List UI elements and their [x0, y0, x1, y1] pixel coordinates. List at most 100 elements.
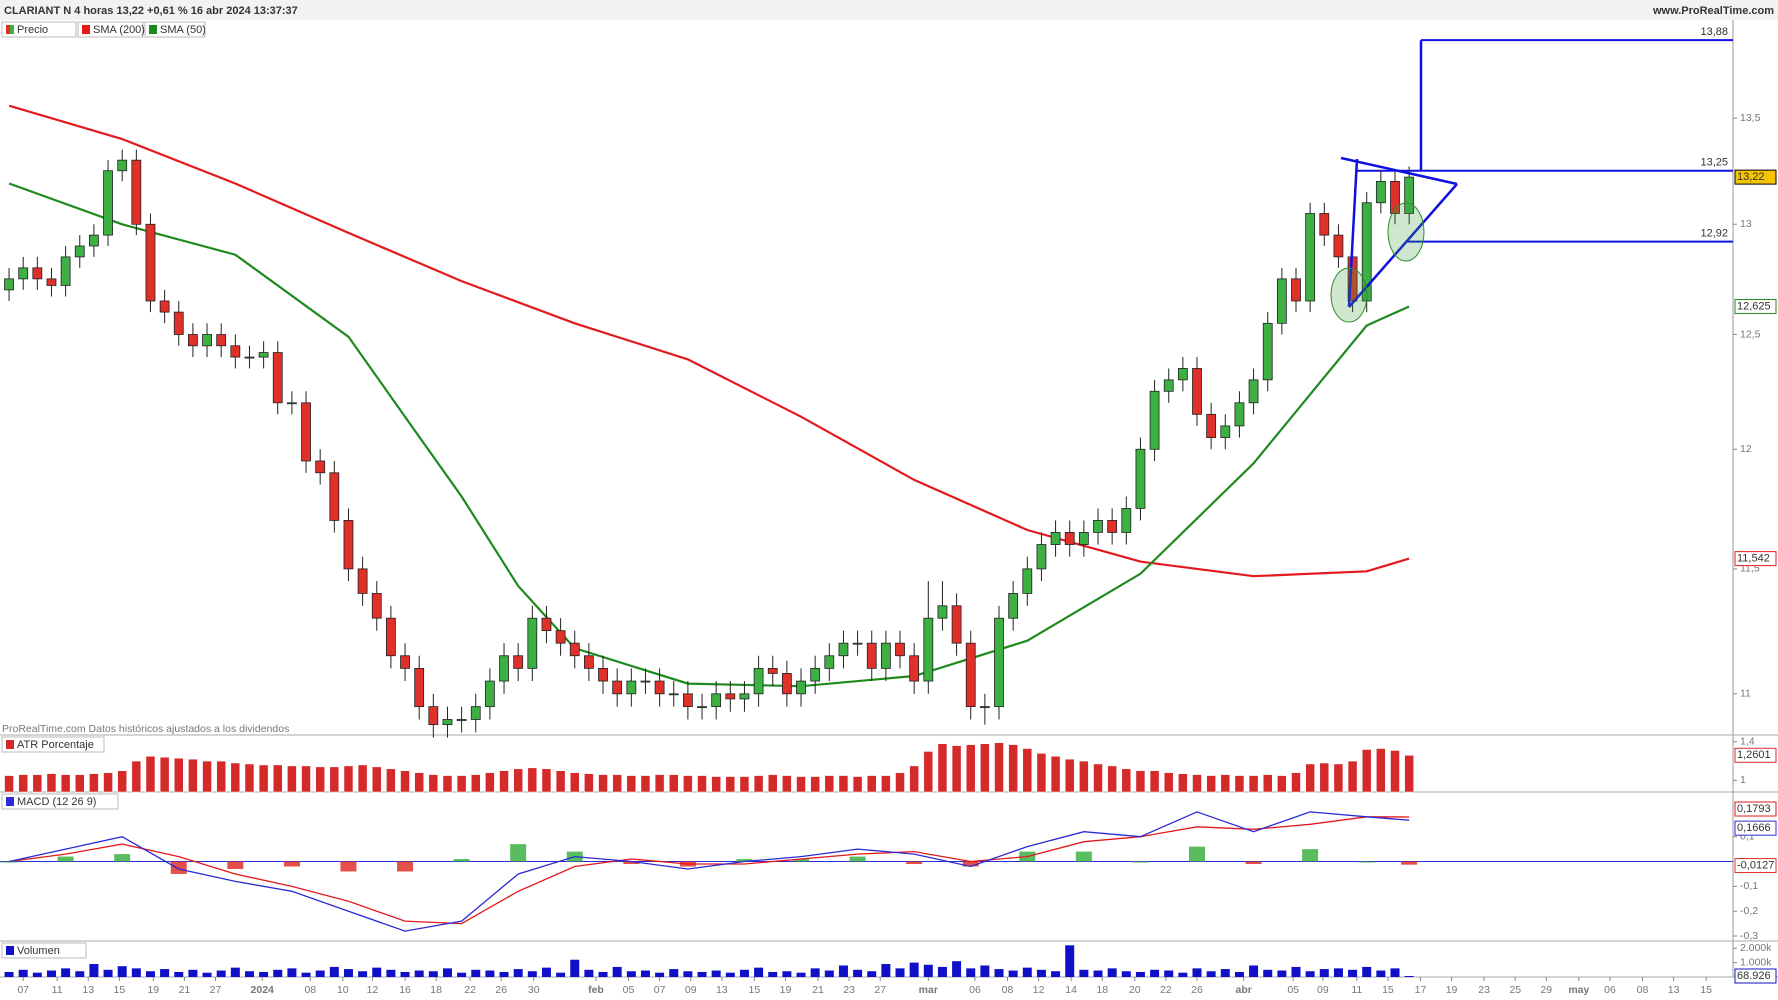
bar — [654, 774, 665, 793]
candle-body — [979, 706, 990, 709]
bar — [1093, 763, 1103, 793]
bar — [343, 969, 353, 977]
candle-body — [159, 300, 170, 313]
candle-body — [513, 655, 524, 669]
candle-body — [654, 680, 665, 695]
bar — [584, 773, 594, 793]
candle-body — [343, 520, 354, 570]
level-label: 12,92 — [1700, 228, 1728, 240]
x-tick-label: 20 — [1129, 984, 1141, 996]
bar — [867, 971, 877, 977]
candle-body — [1192, 368, 1202, 415]
bar — [1135, 770, 1146, 793]
bar — [725, 776, 736, 793]
candle-body — [1305, 213, 1316, 302]
bar — [881, 964, 891, 977]
candle-body — [895, 642, 905, 657]
bar — [937, 966, 947, 977]
bar — [612, 774, 622, 793]
bar — [1376, 970, 1386, 977]
bar — [810, 968, 820, 977]
bar — [1079, 969, 1089, 977]
bar — [895, 968, 905, 977]
candle-body — [937, 605, 948, 619]
bar — [60, 774, 71, 793]
x-tick-label: 14 — [1065, 984, 1077, 996]
bar — [174, 971, 184, 977]
bar — [1262, 774, 1273, 793]
value-label: 13,22 — [1737, 171, 1765, 183]
bar — [244, 971, 254, 977]
bar — [46, 773, 57, 793]
bar — [1079, 760, 1089, 793]
x-tick-label: 21 — [179, 984, 191, 996]
x-tick-label: 08 — [304, 984, 316, 996]
candle-body — [541, 617, 552, 632]
bar — [1051, 971, 1061, 977]
candle-body — [1291, 278, 1301, 302]
bar — [739, 776, 750, 793]
x-tick-label: 15 — [749, 984, 761, 996]
bar — [669, 969, 679, 977]
histogram-bar — [453, 859, 470, 862]
histogram-bar — [114, 854, 131, 862]
bar — [216, 970, 226, 977]
value-label-box — [1734, 551, 1777, 567]
bar — [1305, 971, 1315, 977]
candle-body — [315, 460, 326, 474]
bar — [117, 770, 127, 793]
candle-body — [202, 334, 212, 347]
bar — [400, 770, 410, 793]
bar — [655, 972, 665, 977]
bar — [428, 971, 438, 977]
legend-swatch — [6, 25, 10, 34]
panel-title: ATR Porcentaje — [17, 739, 94, 751]
bar — [159, 756, 170, 793]
x-tick-label: 11 — [52, 984, 63, 996]
level-label: 13,25 — [1700, 157, 1728, 169]
legend-box — [1, 942, 87, 959]
candle-body — [1234, 402, 1245, 427]
x-tick-label: mar — [919, 984, 938, 996]
candle-body — [442, 719, 453, 726]
candle-body — [46, 278, 57, 286]
bar — [131, 760, 142, 793]
y-tick-label: 12,5 — [1740, 328, 1761, 340]
bar — [1291, 772, 1301, 793]
macd-line — [8, 811, 1410, 932]
bar — [1376, 748, 1386, 793]
bar — [768, 971, 778, 977]
bar — [216, 760, 226, 793]
bar — [1036, 969, 1046, 977]
candle-body — [725, 693, 736, 700]
note: ProRealTime.com Datos históricos ajustad… — [2, 723, 289, 735]
bar — [160, 969, 170, 977]
bar — [287, 765, 297, 793]
bar — [1361, 749, 1372, 793]
candle-body — [781, 673, 792, 695]
value-label: 1,2601 — [1737, 749, 1771, 761]
candle-body — [329, 472, 340, 521]
legend-swatch — [6, 946, 14, 955]
histogram-bar — [1075, 851, 1092, 862]
bar — [725, 972, 735, 977]
candle-body — [923, 617, 934, 682]
bar — [485, 970, 495, 977]
candle-body — [89, 234, 99, 247]
candle-body — [824, 655, 835, 669]
histogram-bar — [1401, 861, 1418, 865]
candle-body — [484, 680, 495, 708]
candle-body — [188, 334, 198, 347]
bar — [188, 969, 198, 977]
bar — [386, 969, 396, 977]
bar — [103, 772, 113, 793]
value-label: 0,1666 — [1737, 822, 1771, 834]
candle-body — [1008, 593, 1019, 619]
histogram-bar — [736, 859, 753, 862]
bar — [1319, 762, 1330, 793]
legend-box — [144, 21, 206, 38]
candle-body — [18, 267, 29, 280]
bar — [174, 757, 184, 793]
bar — [1347, 760, 1358, 793]
